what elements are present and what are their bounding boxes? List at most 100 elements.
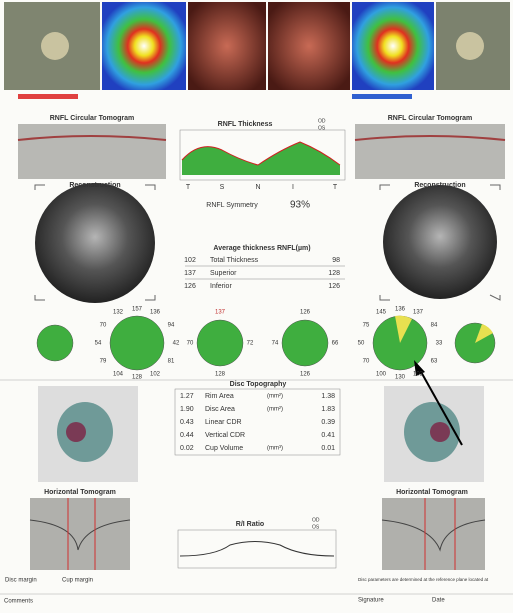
section-title: RNFL Circular Tomogram	[50, 115, 135, 122]
legend-entry: Disc margin	[5, 578, 37, 584]
os-value: 0.41	[321, 432, 335, 439]
chart-title: R/I Ratio	[236, 521, 264, 528]
color-bar	[352, 94, 412, 99]
tomogram-layer	[17, 135, 167, 141]
sector-value: 50	[358, 341, 365, 347]
horizontal-tomogram	[30, 498, 130, 570]
thickness-chart	[179, 129, 346, 181]
x-label: I	[292, 184, 294, 191]
arrow-head	[414, 360, 425, 376]
row-label: Inferior	[210, 283, 232, 290]
sector-value: 157	[132, 307, 143, 313]
os-value: 0.39	[321, 419, 335, 426]
sector-value: 136	[395, 307, 406, 313]
x-label: T	[186, 184, 191, 191]
sector-value: 145	[376, 310, 387, 316]
os-value: 126	[328, 283, 340, 290]
row-label: Rim Area	[205, 393, 234, 400]
reflectance-image	[268, 2, 350, 90]
tomogram	[18, 124, 166, 179]
tomogram-profile	[381, 519, 486, 552]
optic-disc	[41, 32, 69, 60]
bracket	[379, 184, 501, 301]
row-label: Total Thickness	[210, 257, 259, 264]
ri-curve	[179, 541, 335, 557]
table-title: Disc Topography	[230, 381, 287, 388]
section-title: RNFL Circular Tomogram	[388, 115, 473, 122]
os-value: 0.01	[321, 445, 335, 452]
x-label: T	[333, 184, 338, 191]
unit: (mm²)	[267, 394, 283, 400]
sector-value: 100	[376, 372, 387, 378]
legend-entry: OD	[318, 118, 326, 124]
row-label: Vertical CDR	[205, 432, 245, 439]
sector-value: 84	[431, 323, 438, 329]
od-value: 1.90	[180, 406, 194, 413]
footer-note: Disc parameters are determined at the re…	[358, 577, 489, 582]
sector-value: 102	[150, 372, 161, 378]
symmetry-value: 93%	[290, 200, 310, 211]
thickness-curve	[181, 141, 341, 166]
row-label: Superior	[210, 270, 237, 277]
sector-value: 94	[168, 323, 175, 329]
heat-map	[102, 2, 186, 90]
arrow	[419, 369, 463, 446]
quadrant-value: 126	[300, 310, 311, 316]
sector-value: 81	[168, 359, 175, 365]
od-value: 0.44	[180, 432, 194, 439]
sector-value: 130	[395, 375, 406, 381]
legend-entry: OS	[312, 524, 320, 530]
tomogram-layer	[354, 135, 506, 141]
optic-disc	[456, 32, 484, 60]
quadrant-value: 70	[187, 341, 194, 347]
bracket	[34, 184, 156, 301]
quadrant-value: 74	[272, 341, 279, 347]
tomogram	[355, 124, 505, 179]
od-value: 102	[184, 257, 196, 264]
unit: (mm²)	[267, 407, 283, 413]
horizontal-tomogram	[382, 498, 485, 570]
quadrant-value: 128	[215, 372, 226, 378]
row-label: Linear CDR	[205, 419, 242, 426]
clock-sector-map	[109, 315, 165, 371]
sector-map	[36, 324, 74, 362]
cup	[430, 422, 450, 442]
sector-value: 136	[150, 310, 161, 316]
reflectance-image	[188, 2, 266, 90]
reconstruction-image	[35, 183, 155, 303]
quadrant-map	[281, 319, 329, 367]
sector-value: 70	[100, 323, 107, 329]
section-title: Horizontal Tomogram	[44, 489, 116, 496]
os-value: 128	[328, 270, 340, 277]
sector-warning	[475, 324, 493, 343]
quadrant-map	[196, 319, 244, 367]
sector-value: 104	[113, 372, 124, 378]
chart-title: RNFL Thickness	[218, 121, 273, 128]
section-title: Reconstruction	[414, 182, 465, 189]
heat-map	[352, 2, 434, 90]
sector-value: 137	[413, 310, 424, 316]
od-value: 1.27	[180, 393, 194, 400]
sector-value: 54	[95, 341, 102, 347]
symmetry-label: RNFL Symmetry	[206, 202, 258, 209]
sector-value: 70	[363, 359, 370, 365]
signature-label: Signature	[358, 598, 384, 604]
quadrant-value: 72	[247, 341, 254, 347]
comments-label: Comments	[4, 599, 33, 605]
ri-chart	[177, 529, 337, 569]
quadrant-value: 66	[332, 341, 339, 347]
x-label: N	[255, 184, 260, 191]
sector-value: 102	[413, 372, 424, 378]
sector-value: 132	[113, 310, 124, 316]
od-value: 0.02	[180, 445, 194, 452]
unit: (mm³)	[267, 446, 283, 452]
sector-warning	[395, 315, 412, 343]
legend-entry: Cup margin	[62, 578, 93, 584]
os-value: 1.83	[321, 406, 335, 413]
legend-entry: OD	[312, 517, 320, 523]
row-label: Disc Area	[205, 406, 235, 413]
os-value: 98	[332, 257, 340, 264]
cup	[66, 422, 86, 442]
od-value: 126	[184, 283, 196, 290]
